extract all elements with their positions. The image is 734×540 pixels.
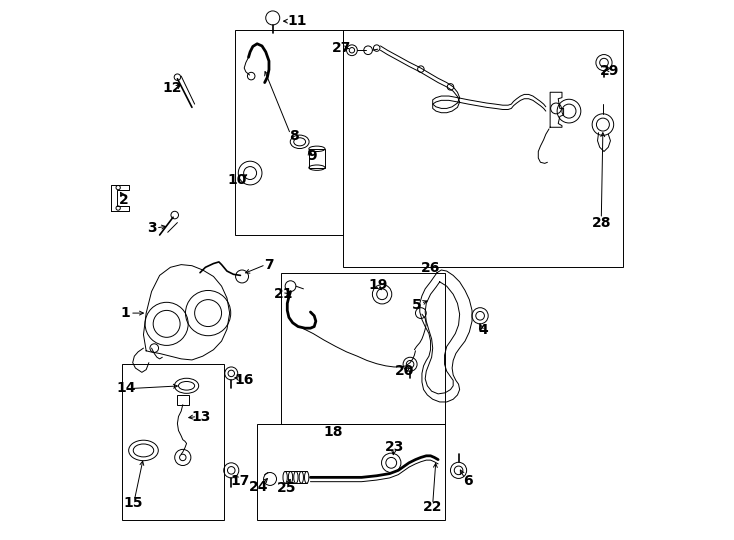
Text: 10: 10 bbox=[227, 172, 247, 186]
Bar bbox=[309, 149, 325, 167]
Text: 12: 12 bbox=[162, 81, 182, 95]
Text: 3: 3 bbox=[147, 221, 156, 235]
Text: 14: 14 bbox=[116, 381, 136, 395]
Text: 29: 29 bbox=[600, 64, 619, 78]
Text: 4: 4 bbox=[478, 323, 487, 338]
Text: 27: 27 bbox=[332, 41, 351, 55]
Bar bbox=[343, 30, 623, 267]
Bar bbox=[122, 364, 225, 521]
Text: 26: 26 bbox=[421, 261, 440, 275]
Text: 7: 7 bbox=[264, 258, 274, 272]
Text: 11: 11 bbox=[287, 14, 307, 28]
Text: 16: 16 bbox=[234, 374, 254, 387]
Text: 17: 17 bbox=[230, 474, 250, 488]
Text: 24: 24 bbox=[248, 480, 268, 494]
Bar bbox=[257, 423, 445, 521]
Text: 23: 23 bbox=[385, 440, 404, 454]
Text: 19: 19 bbox=[368, 278, 388, 292]
Text: 13: 13 bbox=[192, 409, 211, 423]
Text: 1: 1 bbox=[121, 306, 131, 320]
Bar bbox=[235, 30, 343, 235]
Bar bbox=[281, 273, 445, 423]
Text: 20: 20 bbox=[395, 364, 415, 378]
Text: 18: 18 bbox=[324, 424, 344, 438]
Text: 21: 21 bbox=[274, 287, 294, 301]
Bar bbox=[178, 395, 189, 404]
Text: 25: 25 bbox=[277, 481, 296, 495]
Text: 22: 22 bbox=[423, 500, 443, 514]
Text: 5: 5 bbox=[412, 298, 421, 312]
Text: 8: 8 bbox=[289, 130, 299, 144]
Text: 6: 6 bbox=[463, 474, 473, 488]
Text: 2: 2 bbox=[119, 193, 128, 207]
Text: 9: 9 bbox=[308, 149, 317, 163]
Text: 28: 28 bbox=[592, 215, 611, 230]
Text: 15: 15 bbox=[123, 496, 142, 510]
